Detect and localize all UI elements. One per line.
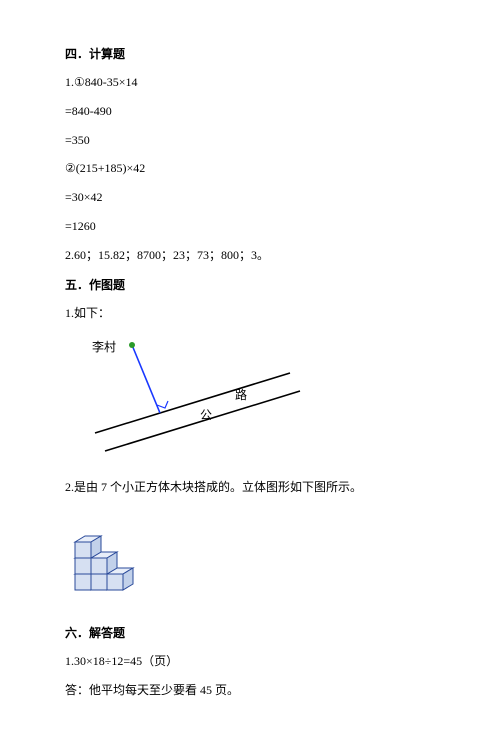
svg-text:李村: 李村 xyxy=(92,339,116,354)
s4-q2-line: 2.60；15.82；8700；23；73；800；3。 xyxy=(65,247,435,264)
s5-q1-line: 1.如下： xyxy=(65,305,435,322)
s5-q2-line: 2.是由 7 个小正方体木块搭成的。立体图形如下图所示。 xyxy=(65,479,435,496)
road-diagram-svg: 李村公 路 xyxy=(65,333,305,453)
s4-q1-line1: 1.①840-35×14 xyxy=(65,74,435,91)
section5-heading: 五．作图题 xyxy=(65,276,435,293)
s4-q1-line4: ②(215+185)×42 xyxy=(65,160,435,177)
svg-text:路: 路 xyxy=(235,387,247,402)
s4-q1-line2: =840-490 xyxy=(65,103,435,120)
section6-heading: 六．解答题 xyxy=(65,624,435,641)
road-perpendicular-diagram: 李村公 路 xyxy=(65,333,435,457)
s6-q1-line2: 答：他平均每天至少要看 45 页。 xyxy=(65,682,435,699)
s4-q1-line3: =350 xyxy=(65,132,435,149)
cube-figure xyxy=(65,508,435,602)
cube-figure-svg xyxy=(65,508,165,598)
s4-q1-line5: =30×42 xyxy=(65,189,435,206)
s4-q1-line6: =1260 xyxy=(65,218,435,235)
section4-heading: 四．计算题 xyxy=(65,45,435,62)
svg-text:公: 公 xyxy=(200,408,212,422)
s6-q1-line1: 1.30×18÷12=45（页） xyxy=(65,653,435,670)
